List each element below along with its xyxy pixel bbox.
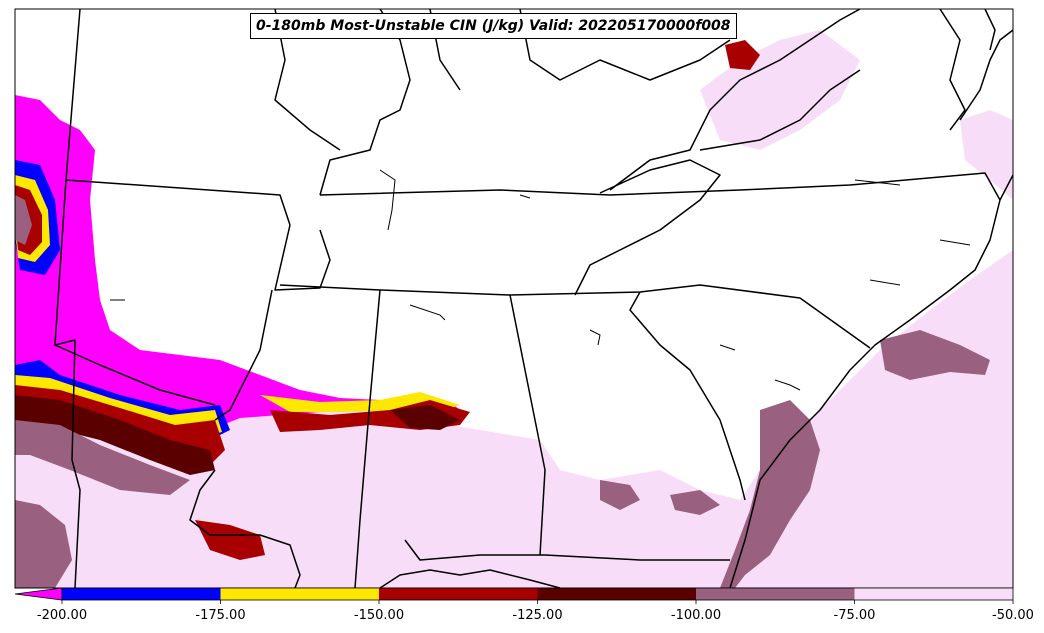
colorbar-bin: [220, 588, 379, 600]
cin-region-mauve-4: [15, 500, 72, 588]
colorbar-tick-label: -200.00: [36, 608, 88, 623]
cin-region-mauve-2: [15, 195, 32, 245]
colorbar-tick-label: -175.00: [195, 608, 246, 623]
cin-region-mauve-5: [880, 330, 990, 380]
cin-filled-contours: [15, 30, 1013, 588]
cin-region-darkred-2: [390, 405, 460, 430]
lake-features: [110, 169, 971, 391]
colorbar-tick-label: -50.00: [992, 608, 1034, 623]
cin-region-red-4: [195, 520, 265, 560]
colorbar-bin: [854, 588, 1013, 600]
state-boundaries: [54, 9, 1013, 588]
cin-region-mauve-1: [15, 420, 190, 495]
colorbar-tick-label: -125.00: [512, 608, 563, 623]
cin-region-red-5: [725, 40, 760, 70]
cin-region-pink-northeast: [960, 110, 1013, 200]
cin-region-magenta: [15, 95, 460, 440]
colorbar-tick-label: -100.00: [670, 608, 722, 623]
cin-region-mauve-6: [600, 480, 640, 510]
colorbar-tick-label: -75.00: [833, 608, 876, 623]
colorbar: [14, 587, 1014, 604]
colorbar-bin: [696, 588, 855, 600]
colorbar-tick-label: -150.00: [353, 608, 405, 623]
colorbar-bin: [62, 588, 221, 600]
colorbar-bin: [537, 588, 696, 600]
cin-region-mauve-7: [670, 490, 720, 515]
map-title: 0-180mb Most-Unstable CIN (J/kg) Valid: …: [250, 13, 737, 39]
colorbar-under-triangle: [14, 587, 63, 601]
cin-region-darkred-1: [15, 395, 215, 475]
colorbar-bin: [379, 588, 538, 600]
